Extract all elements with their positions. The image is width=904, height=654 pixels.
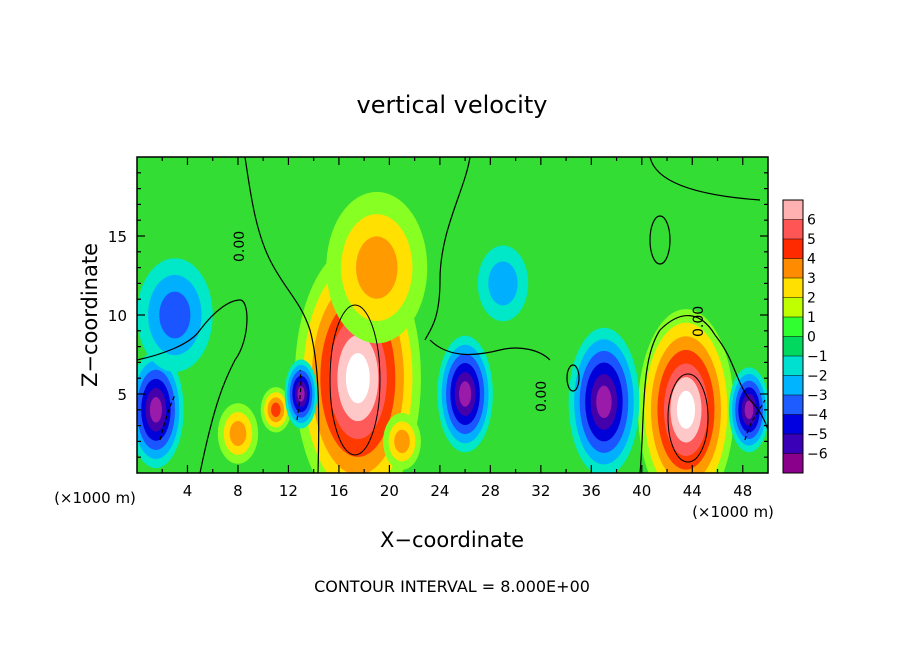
contour-label: 0.00 [691,306,707,337]
y-tick-label: 10 [108,307,127,325]
colorbar-swatch [783,336,803,356]
contour-line [159,394,176,441]
field-band [297,386,305,402]
colorbar-swatch [783,414,803,434]
colorbar-label: −1 [807,349,828,365]
contour-line [429,339,551,361]
chart-title: vertical velocity [357,91,548,119]
field-band [488,261,518,306]
contour-line [329,304,381,456]
field-feature [568,327,640,473]
x-unit-right: (×1000 m) [692,503,774,521]
colorbar-label: −3 [807,388,828,404]
x-tick-label: 4 [183,482,193,500]
colorbar-swatch [783,395,803,415]
colorbar-label: 1 [807,310,816,326]
colorbar-label: 2 [807,291,816,307]
y-axis: 5 10 15 [108,172,768,458]
contour-line [649,215,671,265]
colorbar-swatch [783,278,803,298]
y-tick-label: 5 [117,386,127,404]
contour-label: 0.00 [232,231,248,262]
colorbar-swatch [783,239,803,259]
field-feature [477,245,529,322]
colorbar-label: −4 [807,408,828,424]
zero-contours [137,157,768,473]
colorbar-swatch [783,200,803,220]
x-unit-left: (×1000 m) [54,489,136,507]
x-tick-label: 20 [380,482,399,500]
x-tick-label: 12 [279,482,298,500]
contour-line [566,364,580,392]
field-band [744,400,754,420]
field-band [394,429,410,454]
colorbar-label: 3 [807,271,816,287]
field-feature [638,309,734,473]
field-band [596,385,612,419]
field-feature [217,403,259,464]
x-tick-label: 36 [582,482,601,500]
contour-label: 0.00 [534,381,550,412]
colorbar-label: 6 [807,213,816,229]
field-band [345,353,370,404]
field-feature [437,335,493,453]
colorbar-swatch [783,453,803,473]
colorbar-swatch [783,375,803,395]
colorbar-label: 0 [807,330,816,346]
colorbar-swatch [783,297,803,317]
field-band [159,291,191,339]
field-feature [137,351,184,469]
contour-line [639,315,768,473]
contour-line [649,157,761,201]
colorbar-label: −6 [807,447,828,463]
colorbar-label: −2 [807,369,828,385]
x-tick-label: 32 [531,482,550,500]
field-feature [728,367,768,453]
colorbar-label: 5 [807,232,816,248]
x-tick-label: 28 [481,482,500,500]
field-band [229,421,247,446]
field-band [271,402,281,418]
y-axis-label: Z−coordinate [78,243,102,387]
y-tick-label: 15 [108,228,127,246]
colorbar-swatch [783,258,803,278]
field-band [676,390,696,429]
field-features [137,191,768,473]
field-feature [137,258,213,372]
x-tick-label: 8 [233,482,243,500]
colorbar-swatch [783,317,803,337]
colorbar-label: 4 [807,252,816,268]
x-tick-label: 48 [733,482,752,500]
field-feature [326,191,428,344]
colorbar-swatch [783,219,803,239]
plot-area: 0.00 0.00 0.00 [136,156,769,474]
contour-interval-footer: CONTOUR INTERVAL = 8.000E+00 [314,577,590,596]
x-tick-label: 44 [683,482,702,500]
contour-line [244,157,320,473]
contour-line [667,373,709,463]
x-tick-label: 16 [329,482,348,500]
field-band [355,236,398,299]
colorbar: 6 5 4 3 2 1 0 −1 −2 −3 −4 −5 −6 [782,199,828,474]
contour-line [424,157,471,341]
colorbar-swatch [783,434,803,454]
field-band [149,397,163,423]
x-tick-label: 40 [632,482,651,500]
field-feature [284,359,318,429]
x-tick-label: 24 [430,482,449,500]
colorbar-label: −5 [807,427,828,443]
contour-line [137,299,248,473]
colorbar-swatch [783,356,803,376]
field-feature [383,413,421,470]
x-axis-label: X−coordinate [380,528,524,552]
field-band [459,381,472,407]
field-feature [260,387,291,433]
x-axis: 4 8 12 16 20 24 28 32 36 40 44 48 [161,157,752,500]
